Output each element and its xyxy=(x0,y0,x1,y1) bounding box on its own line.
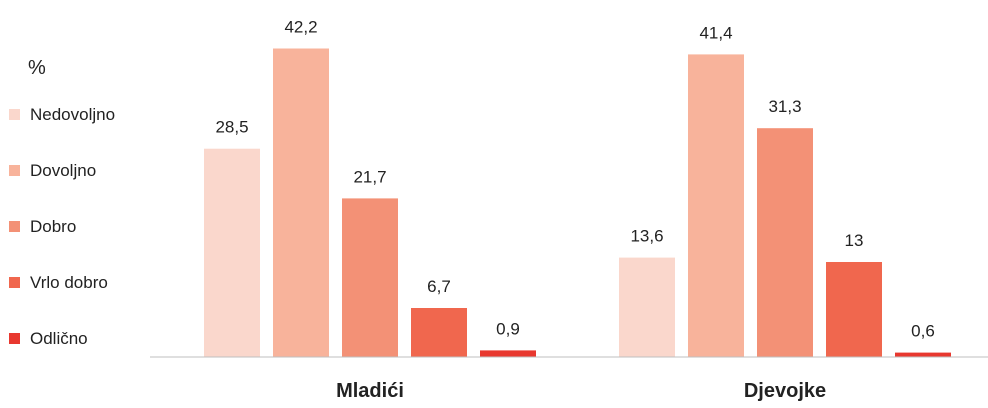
data-label: 6,7 xyxy=(427,277,451,296)
data-label: 41,4 xyxy=(699,23,732,42)
legend-label: Vrlo dobro xyxy=(30,273,108,292)
data-label: 13 xyxy=(845,231,864,250)
category-label: Mladići xyxy=(336,380,404,402)
category-labels: Mladići Djevojke xyxy=(336,380,826,402)
legend-swatch xyxy=(9,333,20,344)
value-labels: 28,5 13,6 42,2 41,4 21,7 31,3 6,7 13 0,9 0,6 xyxy=(215,18,934,341)
data-label: 42,2 xyxy=(284,18,317,37)
data-label: 0,9 xyxy=(496,319,520,338)
legend-label: Dovoljno xyxy=(30,161,96,180)
bar-dovoljno-1 xyxy=(688,54,744,358)
bar-nedovoljno-0 xyxy=(204,148,260,357)
data-label: 21,7 xyxy=(353,167,386,186)
bars xyxy=(204,48,951,358)
bar-nedovoljno-1 xyxy=(619,257,675,357)
legend-swatch xyxy=(9,221,20,232)
legend-label: Dobro xyxy=(30,217,76,236)
category-label: Djevojke xyxy=(744,380,826,402)
legend-label: Odlično xyxy=(30,329,88,348)
bar-odlično-1 xyxy=(895,352,951,357)
data-label: 31,3 xyxy=(768,97,801,116)
data-label: 0,6 xyxy=(911,322,935,341)
bar-vrlo-dobro-1 xyxy=(826,262,882,357)
legend-swatch xyxy=(9,109,20,120)
data-label: 28,5 xyxy=(215,118,248,137)
bar-dovoljno-0 xyxy=(273,48,329,357)
bar-vrlo-dobro-0 xyxy=(411,308,467,357)
legend-swatch xyxy=(9,165,20,176)
bar-dobro-0 xyxy=(342,198,398,357)
y-axis-label: % xyxy=(28,57,46,79)
bar-dobro-1 xyxy=(757,128,813,357)
data-label: 13,6 xyxy=(630,227,663,246)
legend: Nedovoljno Dovoljno Dobro Vrlo dobro Odlično xyxy=(9,105,115,348)
legend-swatch xyxy=(9,277,20,288)
legend-label: Nedovoljno xyxy=(30,105,115,124)
bar-odlično-0 xyxy=(480,350,536,357)
